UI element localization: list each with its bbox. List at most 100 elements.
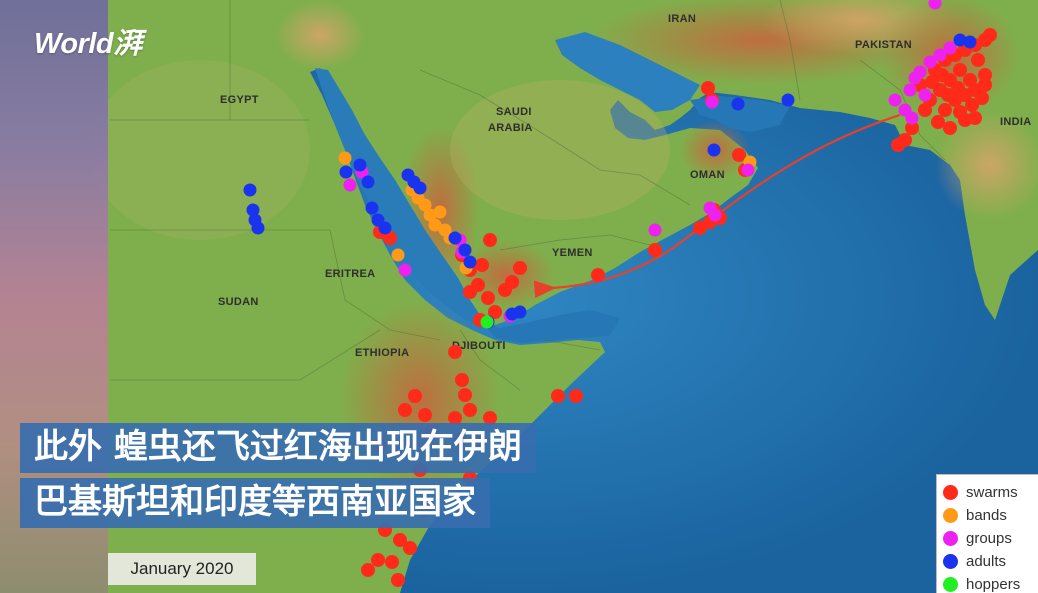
bands-marker <box>433 205 447 219</box>
map-date-label: January 2020 <box>108 553 256 585</box>
swarms-marker <box>383 231 397 245</box>
groups-marker <box>648 223 662 237</box>
groups-marker <box>918 88 932 102</box>
swarms-marker <box>391 573 405 587</box>
swarms-marker <box>905 121 919 135</box>
swarms-marker <box>483 233 497 247</box>
adults-marker <box>243 183 257 197</box>
bands-marker <box>338 151 352 165</box>
adults-marker <box>251 221 265 235</box>
swarms-marker <box>418 408 432 422</box>
swarms-marker <box>925 75 939 89</box>
label-pakistan: PAKISTAN <box>855 39 912 51</box>
swarms-marker <box>393 533 407 547</box>
groups-marker <box>741 163 755 177</box>
groups-marker <box>933 48 947 62</box>
bands-dot-icon <box>943 508 958 523</box>
legend-item-adults: adults <box>943 550 1038 573</box>
adults-marker <box>353 158 367 172</box>
bands-marker <box>418 198 432 212</box>
adults-marker <box>339 165 353 179</box>
swarms-marker <box>918 103 932 117</box>
legend-label-groups: groups <box>966 530 1012 547</box>
swarms-marker <box>941 88 955 102</box>
legend-item-groups: groups <box>943 527 1038 550</box>
label-yemen: YEMEN <box>552 247 593 259</box>
adults-marker <box>953 33 967 47</box>
gulf-of-aden <box>482 310 620 343</box>
swarms-marker <box>975 91 989 105</box>
swarms-marker <box>371 553 385 567</box>
label-ethiopia: ETHIOPIA <box>355 347 409 359</box>
adults-marker <box>413 181 427 195</box>
swarms-marker <box>943 121 957 135</box>
adults-marker <box>378 221 392 235</box>
persian-gulf <box>555 32 700 112</box>
sahara-shade <box>90 60 310 240</box>
adults-marker <box>731 97 745 111</box>
legend-label-swarms: swarms <box>966 484 1018 501</box>
yemen-highlands <box>455 240 555 310</box>
bands-marker <box>423 208 437 222</box>
worldpai-logo: World湃 <box>34 28 142 60</box>
swarms-marker <box>978 68 992 82</box>
swarms-marker <box>951 81 965 95</box>
swarms-marker <box>448 411 462 425</box>
subtitle-line-2: 巴基斯坦和印度等西南亚国家 <box>20 478 490 528</box>
label-oman: OMAN <box>690 169 725 181</box>
groups-marker <box>903 83 917 97</box>
swarms-marker <box>953 63 967 77</box>
legend-label-adults: adults <box>966 553 1007 570</box>
swarms-marker <box>488 305 502 319</box>
swarms-marker <box>475 258 489 272</box>
legend-item-hoppers: hoppers <box>943 573 1038 593</box>
swarms-marker <box>938 103 952 117</box>
swarms-marker <box>448 345 462 359</box>
adults-marker <box>365 201 379 215</box>
adults-marker <box>707 143 721 157</box>
adults-marker <box>963 35 977 49</box>
legend-item-bands: bands <box>943 504 1038 527</box>
subtitle-line-1: 此外 蝗虫还飞过红海出现在伊朗 <box>20 423 536 473</box>
map-legend: swarms bands groups adults hoppers <box>936 474 1038 593</box>
adults-marker <box>463 255 477 269</box>
swarms-marker <box>483 411 497 425</box>
swarms-marker <box>551 389 565 403</box>
swarms-marker <box>931 115 945 129</box>
swarms-marker <box>971 53 985 67</box>
groups-marker <box>905 111 919 125</box>
groups-marker <box>398 263 412 277</box>
swarms-marker <box>408 389 422 403</box>
groups-marker <box>943 41 957 55</box>
swarms-marker <box>403 541 417 555</box>
adults-marker <box>458 243 472 257</box>
label-egypt: EGYPT <box>220 94 259 106</box>
groups-marker <box>705 95 719 109</box>
swarms-marker <box>513 261 527 275</box>
swarms-marker <box>732 148 746 162</box>
label-saudi-line1: SAUDI <box>496 106 532 118</box>
groups-marker <box>708 208 722 222</box>
label-sudan: SUDAN <box>218 296 259 308</box>
adults-marker <box>246 203 260 217</box>
swarms-marker <box>983 28 997 42</box>
swarms-marker <box>385 555 399 569</box>
swarms-marker <box>463 403 477 417</box>
adults-marker <box>781 93 795 107</box>
groups-dot-icon <box>943 531 958 546</box>
label-iran: IRAN <box>668 13 696 25</box>
legend-label-bands: bands <box>966 507 1007 524</box>
swarms-marker <box>569 389 583 403</box>
swarms-marker <box>481 291 495 305</box>
bands-marker <box>428 218 442 232</box>
adults-dot-icon <box>943 554 958 569</box>
groups-marker <box>923 55 937 69</box>
bands-marker <box>391 248 405 262</box>
swarms-marker <box>455 373 469 387</box>
swarms-marker <box>965 98 979 112</box>
arabia-desert <box>450 80 670 220</box>
swarms-marker <box>648 243 662 257</box>
swarms-marker <box>361 563 375 577</box>
groups-marker <box>343 178 357 192</box>
